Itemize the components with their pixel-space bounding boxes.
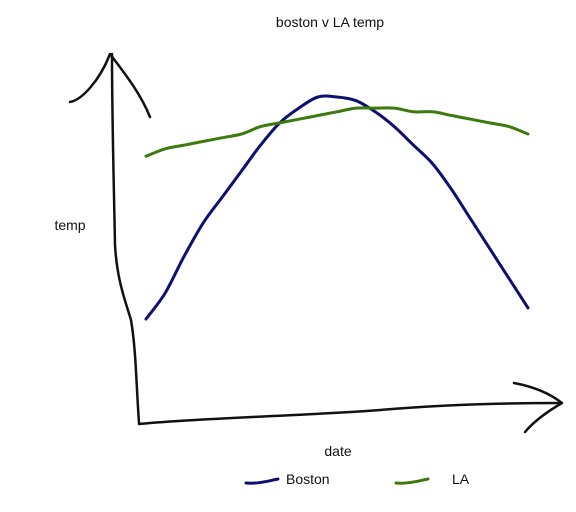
legend-item-la: LA (394, 471, 470, 487)
series-layer (144, 94, 530, 321)
legend-swatch-la (394, 477, 430, 485)
legend-swatch-boston (244, 477, 280, 485)
series-line-la (144, 106, 530, 158)
x-axis (137, 401, 562, 426)
y-axis-arrowhead (68, 52, 152, 119)
series-line-boston (144, 94, 530, 321)
x-axis-arrowhead (512, 381, 564, 434)
legend-item-boston: Boston (244, 471, 330, 487)
chart-title: boston v LA temp (276, 14, 384, 30)
y-axis-label: temp (54, 217, 85, 233)
legend-label-boston: Boston (286, 471, 330, 487)
x-axis-label: date (324, 443, 351, 459)
y-axis (110, 52, 141, 425)
legend-label-la: LA (452, 471, 470, 487)
legend: Boston LA (244, 471, 470, 487)
